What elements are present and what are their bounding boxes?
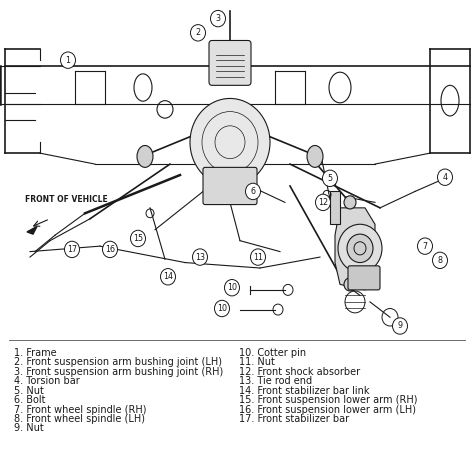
Text: 13. Tie rod end: 13. Tie rod end (239, 376, 312, 386)
Text: 14: 14 (163, 272, 173, 281)
Text: 14. Front stabilizer bar link: 14. Front stabilizer bar link (239, 386, 370, 396)
FancyBboxPatch shape (209, 41, 251, 85)
Text: 1: 1 (65, 56, 71, 65)
Text: 10. Cotter pin: 10. Cotter pin (239, 348, 307, 358)
Text: 7: 7 (422, 242, 428, 251)
Circle shape (322, 170, 337, 187)
Text: 16. Front suspension lower arm (LH): 16. Front suspension lower arm (LH) (239, 405, 416, 414)
Circle shape (250, 249, 265, 265)
Text: 5: 5 (328, 174, 333, 183)
Text: 3. Front suspension arm bushing joint (RH): 3. Front suspension arm bushing joint (R… (14, 367, 223, 377)
Circle shape (344, 196, 356, 209)
Text: 15: 15 (133, 234, 143, 243)
Text: 3: 3 (216, 14, 220, 23)
Text: 8: 8 (438, 256, 443, 265)
Circle shape (344, 278, 356, 291)
Text: 17: 17 (67, 245, 77, 254)
Circle shape (161, 268, 175, 285)
Text: 11: 11 (253, 252, 263, 261)
FancyBboxPatch shape (203, 167, 257, 204)
Circle shape (392, 318, 408, 334)
Circle shape (210, 10, 226, 27)
Text: 2: 2 (195, 28, 201, 37)
Text: 9: 9 (397, 322, 402, 331)
Text: 12: 12 (318, 198, 328, 207)
Text: 1. Frame: 1. Frame (14, 348, 57, 358)
Circle shape (418, 238, 432, 254)
Text: 13: 13 (195, 252, 205, 261)
Ellipse shape (137, 146, 153, 167)
Text: 2. Front suspension arm bushing joint (LH): 2. Front suspension arm bushing joint (L… (14, 357, 222, 367)
Circle shape (64, 241, 80, 258)
Circle shape (192, 249, 208, 265)
Text: 10: 10 (217, 304, 227, 313)
Text: FRONT OF VEHICLE: FRONT OF VEHICLE (25, 195, 108, 204)
Circle shape (190, 98, 270, 186)
Text: 10: 10 (227, 283, 237, 292)
Circle shape (438, 169, 453, 186)
Text: 12. Front shock absorber: 12. Front shock absorber (239, 367, 361, 377)
Circle shape (191, 24, 206, 41)
Text: 5. Nut: 5. Nut (14, 386, 44, 396)
Ellipse shape (307, 146, 323, 167)
Polygon shape (27, 227, 37, 234)
Text: 11. Nut: 11. Nut (239, 357, 275, 367)
Bar (330, 191, 340, 224)
Circle shape (102, 241, 118, 258)
Text: 8. Front wheel spindle (LH): 8. Front wheel spindle (LH) (14, 414, 145, 424)
Text: 16: 16 (105, 245, 115, 254)
Text: 4: 4 (443, 173, 447, 182)
Text: 7. Front wheel spindle (RH): 7. Front wheel spindle (RH) (14, 405, 147, 414)
Circle shape (246, 183, 261, 200)
Text: 15. Front suspension lower arm (RH): 15. Front suspension lower arm (RH) (239, 395, 418, 405)
Text: 6: 6 (250, 187, 255, 196)
Polygon shape (335, 208, 375, 290)
Text: 4. Torsion bar: 4. Torsion bar (14, 376, 80, 386)
Circle shape (130, 230, 146, 247)
Circle shape (215, 300, 229, 317)
Text: 9. Nut: 9. Nut (14, 423, 44, 433)
Circle shape (432, 252, 447, 268)
Circle shape (61, 52, 75, 68)
Circle shape (338, 224, 382, 272)
Circle shape (347, 234, 373, 262)
FancyBboxPatch shape (348, 266, 380, 290)
Text: 6. Bolt: 6. Bolt (14, 395, 46, 405)
Circle shape (316, 194, 330, 211)
Circle shape (225, 279, 239, 296)
Text: 17. Front stabilizer bar: 17. Front stabilizer bar (239, 414, 349, 424)
